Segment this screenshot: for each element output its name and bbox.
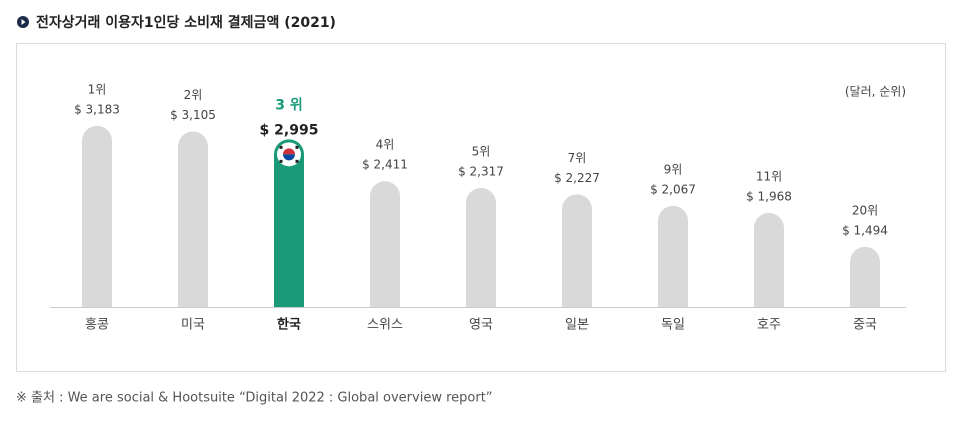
chart-title: 전자상거래 이용자1인당 소비재 결제금액 (2021) <box>36 14 336 31</box>
value-label: $ 1,494 <box>842 223 888 237</box>
flag-blue <box>283 154 295 161</box>
value-label: $ 3,105 <box>170 108 216 122</box>
value-label: $ 1,968 <box>746 189 792 203</box>
x-tick-label: 미국 <box>181 318 205 333</box>
x-tick-label: 홍콩 <box>85 318 109 333</box>
flag-red <box>283 148 295 155</box>
value-label: $ 2,227 <box>554 171 600 185</box>
rank-label: 5위 <box>472 144 491 158</box>
rank-label: 1위 <box>88 82 107 96</box>
value-label: $ 3,183 <box>74 102 120 116</box>
flag-trigram <box>279 145 283 149</box>
rank-label: 7위 <box>568 151 587 165</box>
x-tick-label: 일본 <box>565 318 589 333</box>
bar <box>466 187 496 307</box>
flag-trigram <box>295 145 299 149</box>
rank-label: 9위 <box>664 162 683 176</box>
bar <box>754 212 784 307</box>
x-tick-label: 독일 <box>661 318 685 333</box>
rank-label: 4위 <box>376 138 395 152</box>
rank-label: 2위 <box>184 88 203 102</box>
x-tick-label: 스위스 <box>367 318 403 333</box>
flag-trigram <box>279 159 283 163</box>
x-tick-label: 중국 <box>853 318 877 333</box>
value-label: $ 2,411 <box>362 158 408 172</box>
value-label: $ 2,067 <box>650 182 696 196</box>
x-tick-label: 호주 <box>757 318 781 333</box>
title-icon-arrow <box>21 19 26 25</box>
bar <box>562 194 592 307</box>
bar <box>274 139 304 307</box>
bar <box>82 125 113 307</box>
unit-note: (달러, 순위) <box>845 85 906 99</box>
rank-label: 3 위 <box>275 97 303 113</box>
source: ※ 출처 : We are social & Hootsuite “Digita… <box>16 391 493 406</box>
flag-trigram <box>295 159 299 163</box>
bar <box>850 246 880 307</box>
x-tick-label: 한국 <box>277 317 301 333</box>
x-tick-label: 영국 <box>469 318 493 333</box>
bar <box>370 181 400 307</box>
rank-label: 20위 <box>852 203 878 217</box>
value-label: $ 2,317 <box>458 164 504 178</box>
bar <box>178 131 208 307</box>
rank-label: 11위 <box>756 169 782 183</box>
value-label: $ 2,995 <box>260 122 319 138</box>
bar <box>658 205 688 307</box>
